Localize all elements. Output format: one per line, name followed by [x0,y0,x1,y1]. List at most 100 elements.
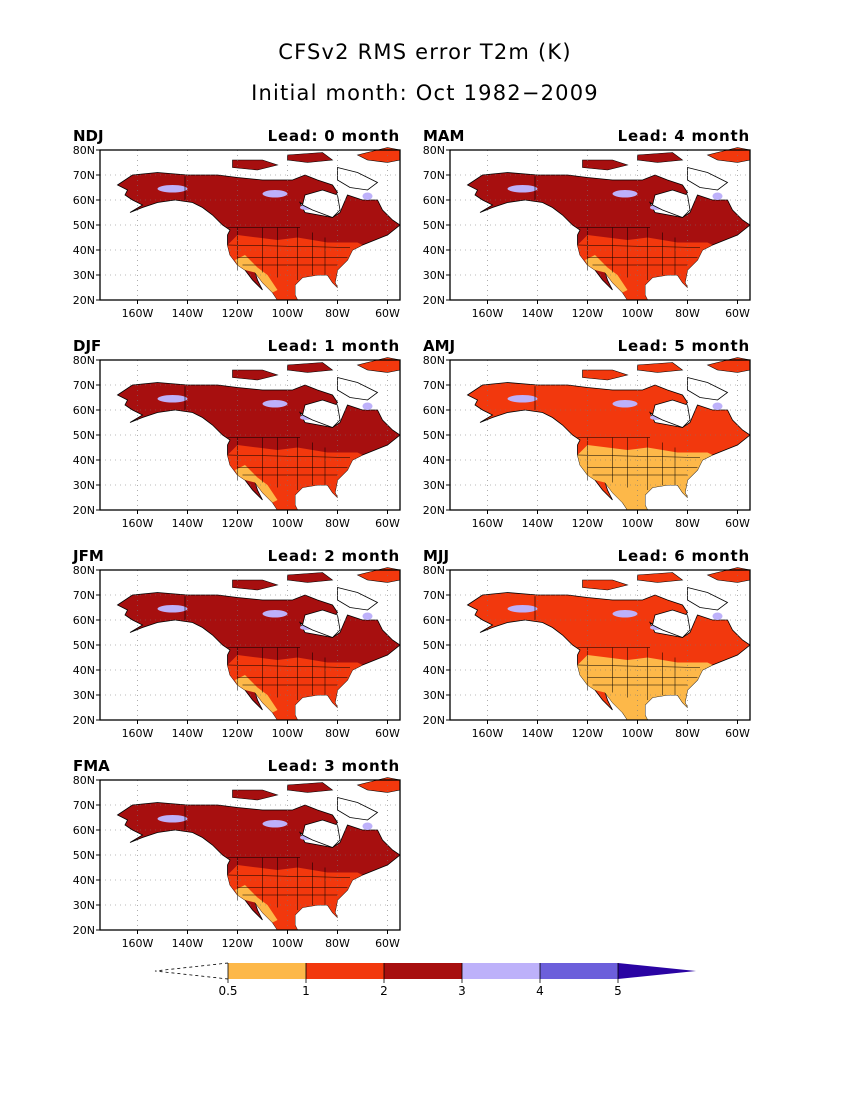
lon-label: 60W [725,517,750,530]
arctic-island [232,579,279,591]
lon-label: 60W [725,307,750,320]
high-error-patch [157,815,188,823]
lat-label: 70N [73,799,95,812]
lon-label: 160W [122,727,154,740]
lat-label: 60N [423,194,445,207]
lon-label: 160W [472,517,504,530]
lat-label: 60N [73,404,95,417]
arctic-island [582,579,629,591]
lon-label: 60W [725,727,750,740]
lead-label: Lead: 5 month [617,337,750,355]
figure-subtitle: Initial month: Oct 1982−2009 [251,81,599,105]
arctic-island [582,369,629,381]
lat-label: 40N [73,244,95,257]
season-label: MAM [423,127,465,145]
lat-label: 40N [423,664,445,677]
season-label: AMJ [423,337,456,355]
high-error-patch [157,395,188,403]
season-label: FMA [73,757,110,775]
hudson-bay [652,189,691,218]
high-error-patch [157,185,188,193]
lon-label: 60W [375,727,400,740]
baffin-island [687,586,729,611]
colorbar-segment [228,963,306,979]
arctic-island [637,362,684,373]
baffin-island [337,586,379,611]
lat-label: 80N [423,144,445,157]
map-plot: 80N 70N 60N 50N 40N 30N 20N 160W 140W 120W 100W 80W… [423,564,751,740]
southwest-zone [235,465,278,503]
lon-label: 80W [325,517,350,530]
lat-label: 20N [73,504,95,517]
lat-label: 40N [423,244,445,257]
colorbar-label: 2 [380,984,388,998]
lat-label: 50N [423,639,445,652]
arctic-island [232,369,279,381]
high-error-patch [507,395,538,403]
lat-label: 50N [423,219,445,232]
arctic-island [232,789,279,801]
lat-label: 80N [73,564,95,577]
high-error-patch [507,185,538,193]
lon-label: 160W [122,517,154,530]
map-layer [116,147,401,301]
season-label: NDJ [73,127,104,145]
arctic-island [232,159,279,171]
arctic-island [637,152,684,163]
southwest-zone [235,885,278,923]
lon-label: 120W [222,517,254,530]
high-error-patch [362,612,373,620]
lat-label: 80N [73,354,95,367]
map-plot: 80N 70N 60N 50N 40N 30N 20N 160W 140W 120W 100W 80W… [423,354,751,530]
lat-label: 80N [423,564,445,577]
high-error-patch [262,820,288,828]
lon-label: 100W [622,727,654,740]
map-panel: NDJ Lead: 0 month 80N 70N 60N 50N 40N 30N 20N 1… [70,127,401,332]
lat-label: 80N [73,774,95,787]
lon-label: 140W [172,307,204,320]
high-error-patch [362,192,373,200]
hudson-bay [652,609,691,638]
lat-label: 80N [73,144,95,157]
lat-label: 60N [73,824,95,837]
arctic-island [637,572,684,583]
lead-label: Lead: 2 month [267,547,400,565]
lon-label: 60W [375,937,400,950]
southwest-zone [235,255,278,293]
map-panel: FMA Lead: 3 month 80N 70N 60N 50N 40N 30N 20N 1… [70,757,401,962]
lon-label: 100W [622,307,654,320]
land-mass [466,382,751,511]
lat-label: 30N [423,479,445,492]
southern-zone [227,865,363,930]
map-plot: 80N 70N 60N 50N 40N 30N 20N 160W 140W 120W 100W 80W… [73,774,401,950]
map-panel: DJF Lead: 1 month 80N 70N 60N 50N 40N 30N 20N 1… [70,337,401,542]
colorbar-label: 5 [614,984,622,998]
lat-label: 40N [73,454,95,467]
lon-label: 140W [522,517,554,530]
lat-label: 70N [73,379,95,392]
map-layer [116,567,401,721]
figure-title: CFSv2 RMS error T2m (K) [278,40,572,64]
colorbar-label: 0.5 [218,984,237,998]
lon-label: 100W [272,307,304,320]
hudson-bay [652,399,691,428]
season-label: JFM [73,547,104,565]
southern-zone [577,445,713,510]
arctic-island [287,572,334,583]
arctic-island [287,152,334,163]
lat-label: 30N [73,269,95,282]
lon-label: 100W [272,727,304,740]
lon-label: 60W [375,517,400,530]
border-line [227,664,351,668]
map-plot: 80N 70N 60N 50N 40N 30N 20N 160W 140W 120W 100W 80W… [73,564,401,740]
lon-label: 120W [222,307,254,320]
lat-label: 50N [73,849,95,862]
hudson-bay [302,819,341,848]
lat-label: 70N [73,589,95,602]
lon-label: 140W [522,307,554,320]
land-mass [116,592,401,721]
southern-zone [577,655,713,720]
lon-label: 80W [325,937,350,950]
lead-label: Lead: 0 month [267,127,400,145]
map-plot: 80N 70N 60N 50N 40N 30N 20N 160W 140W 120W 100W 80W… [73,354,401,530]
